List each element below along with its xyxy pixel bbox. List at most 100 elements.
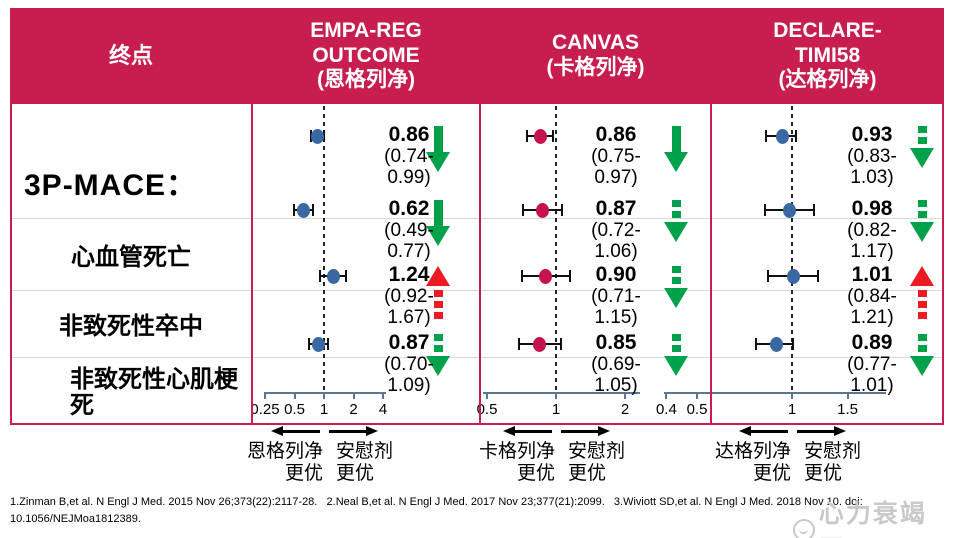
ci-value-line2: 1.67) — [387, 307, 431, 328]
arrow-up-dashed-icon — [425, 266, 451, 319]
hr-value: 1.24 — [388, 263, 430, 286]
axis-tick — [293, 392, 296, 399]
axis-line — [483, 392, 640, 394]
error-bar-cap-left — [307, 338, 310, 350]
ci-value-line1: (0.83- — [847, 146, 897, 167]
table-header-background — [10, 8, 944, 104]
hr-value: 1.01 — [851, 263, 893, 286]
arrow-down-dashed-icon — [663, 334, 689, 376]
axis-tick — [323, 392, 325, 399]
axis-line — [266, 392, 386, 394]
axis-tick — [791, 392, 793, 399]
hr-value: 0.85 — [595, 331, 637, 354]
error-bar-cap-left — [763, 204, 766, 216]
watermark-logo-icon — [793, 519, 815, 538]
arrow-head — [910, 266, 934, 286]
ci-value-line1: (0.82- — [847, 220, 897, 241]
axis-tick-label: 1 — [787, 401, 797, 418]
error-bar-cap-right — [559, 338, 562, 350]
arrow-down-dashed-icon — [663, 266, 689, 308]
trial-header-canvas: CANVAS (卡格列净) — [546, 31, 645, 79]
error-bar-cap-left — [522, 204, 525, 216]
ci-value-line2: 1.01) — [850, 375, 894, 396]
reference-line — [555, 106, 557, 394]
better-right-label: 安慰剂 更优 — [804, 441, 862, 484]
better-left-label: 恩格列净 更优 — [246, 441, 323, 484]
arrow-dash — [917, 137, 927, 144]
arrow-down-dashed-icon — [909, 126, 935, 168]
arrow-dash — [671, 211, 681, 218]
watermark: 心力衰竭网 — [793, 494, 953, 538]
endpoint-label-3p-mace: 3P-MACE： — [24, 169, 198, 202]
forest-dot — [535, 202, 549, 218]
arrow-dash — [917, 345, 927, 352]
error-bar-cap-left — [520, 270, 523, 282]
forest-dot — [533, 336, 547, 352]
arrow-dash — [671, 200, 681, 207]
watermark-text: 心力衰竭网 — [818, 500, 927, 538]
arrow-dash — [917, 290, 927, 297]
forest-dot — [326, 268, 340, 284]
citation-text: 1.Zinman B,et al. N Engl J Med. 2015 Nov… — [10, 496, 866, 525]
axis-tick-label: 4 — [378, 401, 388, 418]
axis-tick — [352, 392, 355, 399]
axis-tick-label: 2 — [620, 401, 630, 418]
arrow-dash — [917, 334, 927, 341]
axis-tick — [696, 392, 698, 399]
axis-line — [664, 392, 886, 394]
hr-value-block: 1.24 (0.92- 1.67) — [354, 263, 464, 329]
forest-dot — [534, 128, 548, 144]
arrow-dash — [917, 301, 927, 308]
ci-value-line1: (0.92- — [384, 286, 434, 307]
forest-dot — [539, 268, 552, 284]
double-arrow-left-icon — [739, 425, 751, 436]
double-arrow-left-line — [276, 430, 320, 433]
double-arrow-left-icon — [271, 425, 283, 436]
hr-value: 0.93 — [851, 123, 893, 146]
hr-value-block: 0.93 (0.83- 1.03) — [817, 123, 927, 189]
arrow-head — [910, 148, 934, 168]
axis-tick-label: 0.5 — [476, 401, 498, 418]
ci-value-line1: (0.74- — [384, 146, 434, 167]
forest-dot — [297, 202, 311, 218]
error-bar-cap-left — [319, 270, 322, 282]
error-bar-cap-right — [795, 130, 798, 142]
ci-value-line1: (0.69- — [591, 354, 641, 375]
arrow-down-dashed-icon — [909, 334, 935, 376]
arrow-dash — [917, 312, 927, 319]
axis-tick-label: 0.5 — [686, 401, 708, 418]
arrow-head — [426, 226, 450, 246]
axis-tick — [264, 392, 266, 399]
axis-tick — [624, 392, 626, 399]
arrow-dash — [917, 126, 927, 133]
hr-value-block: 0.98 (0.82- 1.17) — [817, 198, 927, 263]
ci-value-line1: (0.70- — [384, 354, 434, 375]
arrow-down-solid-icon — [663, 126, 689, 172]
better-left-label: 达格列净 更优 — [714, 441, 791, 484]
hr-value: 0.87 — [595, 197, 637, 220]
better-left-label: 卡格列净 更优 — [478, 441, 555, 484]
error-bar-cap-right — [551, 130, 554, 142]
arrow-head — [426, 266, 450, 286]
double-arrow-right-line — [561, 430, 605, 433]
endpoint-label-cv-death: 心血管死亡 — [71, 243, 191, 271]
arrow-dash — [433, 334, 443, 341]
error-bar-cap-right — [560, 204, 563, 216]
forest-dot — [775, 128, 789, 144]
axis-tick-label: 2 — [349, 401, 358, 418]
ci-value-line2: 1.17) — [850, 241, 894, 262]
arrow-down-dashed-icon — [663, 200, 689, 242]
forest-dot — [786, 268, 800, 284]
hr-value-block: 0.89 (0.77- 1.01) — [817, 331, 927, 397]
ci-value-line2: 1.21) — [850, 307, 894, 328]
column-divider — [710, 8, 712, 425]
axis-tick — [382, 392, 384, 399]
axis-tick-label: 0.4 — [655, 401, 677, 418]
double-arrow-left-line — [508, 430, 552, 433]
hr-value: 0.90 — [595, 263, 637, 286]
column-divider — [479, 8, 481, 425]
hr-value: 0.89 — [851, 331, 893, 354]
arrow-dash — [433, 312, 443, 319]
endpoint-label-nonfatal-stroke: 非致死性卒中 — [59, 313, 203, 340]
trial-header-declare-timi58: DECLARE- TIMI58 (达格列净) — [773, 18, 882, 92]
